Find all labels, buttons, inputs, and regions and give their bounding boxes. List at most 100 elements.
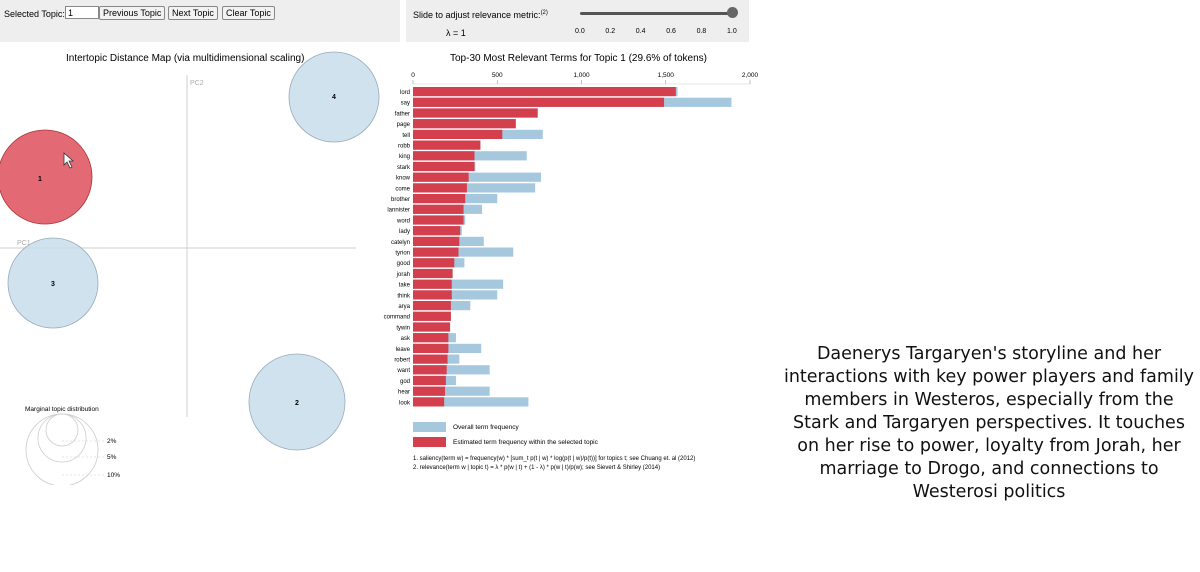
term-label: word <box>396 218 410 224</box>
term-label: catelyn <box>391 240 410 246</box>
bar-estimated <box>413 386 446 396</box>
selected-topic-input[interactable] <box>65 6 99 19</box>
term-label: say <box>401 101 410 107</box>
term-label: know <box>396 176 411 182</box>
chart-title: Top-30 Most Relevant Terms for Topic 1 (… <box>450 53 707 64</box>
description-caption: Daenerys Targaryen's storyline and her i… <box>783 344 1195 502</box>
previous-topic-button[interactable]: Previous Topic <box>99 6 166 20</box>
bar-estimated <box>413 397 445 407</box>
relevance-panel: Slide to adjust relevance metric:(2) λ =… <box>406 0 749 42</box>
term-label: tell <box>402 133 410 139</box>
term-label: lady <box>399 229 410 235</box>
bar-estimated <box>413 375 446 386</box>
clear-topic-button[interactable]: Clear Topic <box>222 6 275 20</box>
slider-tick-label: 0.4 <box>635 28 646 35</box>
term-label: father <box>395 111 410 117</box>
bar-overall <box>413 183 536 193</box>
bar-estimated <box>413 226 461 236</box>
bar-overall <box>413 279 504 289</box>
slider-handle[interactable] <box>727 7 738 18</box>
marginal-label-2: 2% <box>107 438 117 445</box>
bar-estimated <box>413 258 455 268</box>
legend-swatch-estimated <box>413 437 446 447</box>
next-topic-button[interactable]: Next Topic <box>168 6 218 20</box>
bar-estimated <box>413 161 475 172</box>
term-label: brother <box>391 197 410 203</box>
marginal-title: Marginal topic distribution <box>25 406 99 413</box>
bar-estimated <box>413 301 451 311</box>
marginal-label-10: 10% <box>107 472 120 479</box>
bar-estimated <box>413 87 676 97</box>
topic-label-1: 1 <box>38 176 42 183</box>
bar-overall <box>413 365 490 375</box>
bar-estimated <box>413 108 538 118</box>
bar-estimated <box>413 151 475 161</box>
marginal-circle-10 <box>25 413 99 485</box>
slider-tick-label: 0.2 <box>605 28 616 35</box>
topic-label-4: 4 <box>332 94 336 101</box>
bar-estimated <box>413 129 503 139</box>
slider-tick-label: 0.8 <box>696 28 707 35</box>
legend-label-estimated: Estimated term frequency within the sele… <box>453 439 599 446</box>
bar-estimated <box>413 194 466 204</box>
term-label: lannister <box>387 208 410 214</box>
bar-overall <box>413 172 542 182</box>
slider-tick-label: 1.0 <box>727 28 737 35</box>
intertopic-map: PC2 PC1 4 1 3 2 Marginal topic distribut… <box>0 51 380 485</box>
term-label: arya <box>398 304 410 310</box>
term-label: tyrion <box>395 251 410 257</box>
term-label: robert <box>394 358 410 364</box>
term-label: jorah <box>396 272 410 278</box>
x-tick-label: 1,500 <box>658 72 675 79</box>
bar-estimated <box>413 354 448 364</box>
term-label: tywin <box>396 325 410 331</box>
selected-topic-label: Selected Topic: <box>4 9 65 19</box>
term-label: page <box>397 122 411 128</box>
lambda-value: λ = 1 <box>446 28 466 38</box>
pc1-label: PC1 <box>17 240 31 247</box>
relevance-slider[interactable] <box>580 12 732 15</box>
term-label: look <box>399 400 411 406</box>
bar-overall <box>413 247 514 257</box>
bar-overall <box>413 386 490 396</box>
topic-circle-2[interactable] <box>248 353 346 451</box>
bar-estimated <box>413 236 460 246</box>
legend-label-overall: Overall term frequency <box>453 424 519 431</box>
bar-estimated <box>413 140 481 150</box>
term-label: think <box>397 293 411 299</box>
term-label: want <box>396 368 410 374</box>
term-label: good <box>397 261 410 267</box>
topic-circle-4[interactable] <box>288 51 380 143</box>
x-tick-label: 0 <box>411 72 415 79</box>
cursor-icon <box>63 152 75 169</box>
marginal-circle-5 <box>37 413 87 463</box>
bar-estimated <box>413 183 467 193</box>
marginal-label-5: 5% <box>107 454 117 461</box>
pc2-label: PC2 <box>190 80 204 87</box>
x-tick-label: 500 <box>492 72 503 79</box>
bar-estimated <box>413 268 453 279</box>
bar-estimated <box>413 311 451 321</box>
bar-overall <box>413 397 529 407</box>
bar-overall <box>413 290 498 300</box>
bar-estimated <box>413 333 449 343</box>
topic-circle-3[interactable] <box>7 237 99 329</box>
term-label: king <box>399 154 410 160</box>
term-label: robb <box>398 144 411 150</box>
term-label: take <box>399 283 411 289</box>
term-label: leave <box>396 347 411 353</box>
slider-tick-label: 0.0 <box>575 28 585 35</box>
bar-estimated <box>413 365 447 375</box>
bar-estimated <box>413 290 452 300</box>
topic-controls: Selected Topic: Previous Topic Next Topi… <box>0 0 400 42</box>
legend-swatch-overall <box>413 422 446 432</box>
relevant-terms-chart: 0 500 1,000 1,500 2,000 lord say father page tell… <box>384 72 759 471</box>
relevance-label: Slide to adjust relevance metric:(2) <box>413 10 548 20</box>
term-label: stark <box>397 165 411 171</box>
bar-estimated <box>413 279 452 289</box>
footnote-saliency: 1. saliency(term w) = frequency(w) * [su… <box>413 456 695 462</box>
bar-estimated <box>413 322 451 332</box>
footnote-relevance: 2. relevance(term w | topic t) = λ * p(w… <box>413 465 660 471</box>
topic-circle-1[interactable] <box>0 129 93 225</box>
bar-estimated <box>413 343 449 353</box>
